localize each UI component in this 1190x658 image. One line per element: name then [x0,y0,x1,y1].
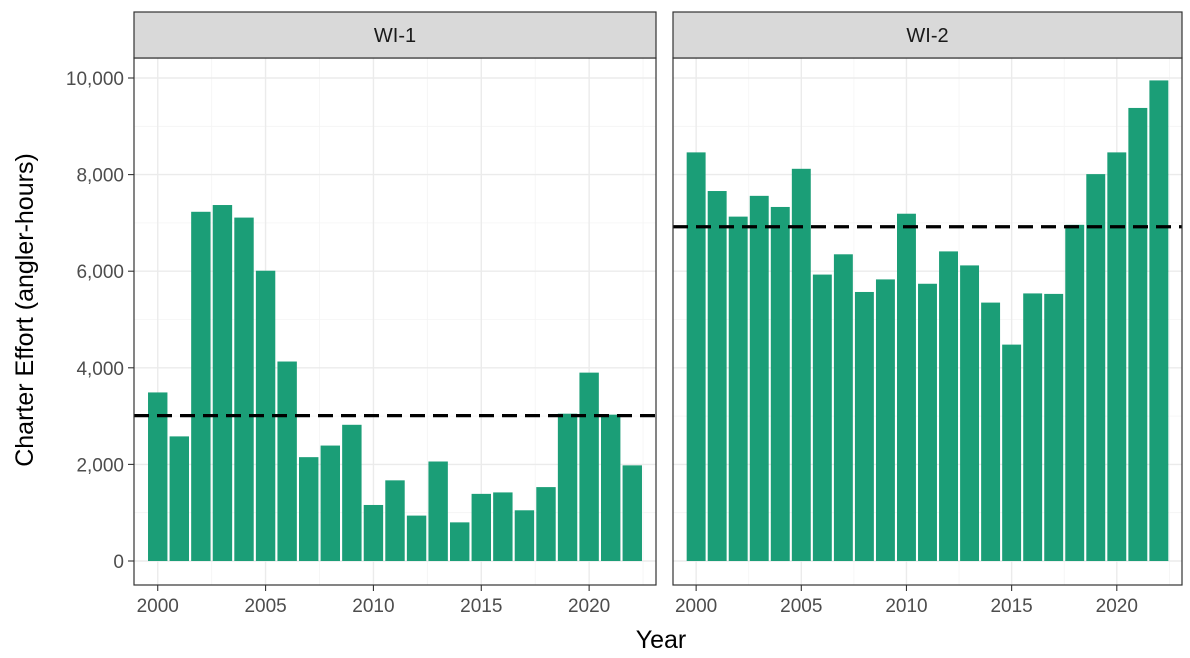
y-tick-label: 2,000 [76,455,124,476]
bar [686,152,706,561]
y-tick-label: 4,000 [76,359,124,380]
bar [622,465,642,561]
bar [728,216,748,561]
x-tick-label: 2015 [990,596,1032,617]
bar [1065,224,1085,561]
bar [536,487,556,561]
bar [579,372,599,561]
x-tick-label: 2010 [885,596,927,617]
x-tick-label: 2020 [568,596,610,617]
bar [406,515,427,561]
bar [299,457,319,561]
bar [471,493,491,561]
y-tick-label: 8,000 [76,166,124,187]
bar [557,413,578,561]
bar [939,251,958,561]
bar [514,510,535,561]
bar [749,195,769,562]
facet-strip [133,11,657,59]
bar [833,254,853,562]
x-tick-label: 2010 [352,596,394,617]
bar [320,445,340,561]
bar [493,492,513,561]
facet-panel-wi-2: WI-2 2000 2005 2010 2015 2020 [672,11,1183,617]
bar [981,302,1001,561]
bar [428,461,448,561]
bar [918,283,937,561]
bar [277,361,297,561]
bar [385,480,405,561]
bar [875,279,895,561]
bar [960,265,980,561]
bar [148,392,168,561]
facet-panels: WI-1 2000 2005 2010 2015 2020 WI-2 2000 2005 2010… [133,11,1183,617]
bar [1149,80,1169,561]
bar [1044,293,1064,561]
y-axis-title: Charter Effort (angler-hours) [11,153,39,467]
x-tick-label: 2015 [460,596,502,617]
x-tick-label: 2000 [675,596,717,617]
bar [1002,344,1022,561]
y-tick-label: 0 [113,552,124,573]
bar [234,217,254,561]
bar [1023,293,1043,561]
bar [707,191,727,561]
x-tick-label: 2005 [780,596,822,617]
y-axis: 0 2,000 4,000 6,000 8,000 10,000 [66,69,134,573]
bar [212,205,233,562]
x-tick-label: 2005 [244,596,286,617]
x-axis-title: Year [636,626,687,654]
facet-panel-wi-1: WI-1 2000 2005 2010 2015 2020 [133,11,657,617]
facet-strip-label: WI-1 [374,25,416,47]
y-tick-label: 10,000 [66,69,124,90]
facet-strip-label: WI-2 [906,25,948,47]
bar [1107,152,1127,561]
bar [363,504,384,561]
bar [812,274,832,561]
x-tick-label: 2000 [137,596,179,617]
bar [342,424,362,561]
y-tick-label: 6,000 [76,262,124,283]
bar [1086,174,1106,561]
bar [169,436,190,561]
facet-strip [672,11,1183,59]
bar [450,522,470,561]
bar [600,414,621,561]
bar [1128,107,1148,562]
bar [791,168,811,561]
bar [191,211,211,561]
bar [897,213,916,561]
bar [770,206,790,561]
bar [854,291,874,561]
x-tick-label: 2020 [1096,596,1138,617]
bar [255,270,276,561]
